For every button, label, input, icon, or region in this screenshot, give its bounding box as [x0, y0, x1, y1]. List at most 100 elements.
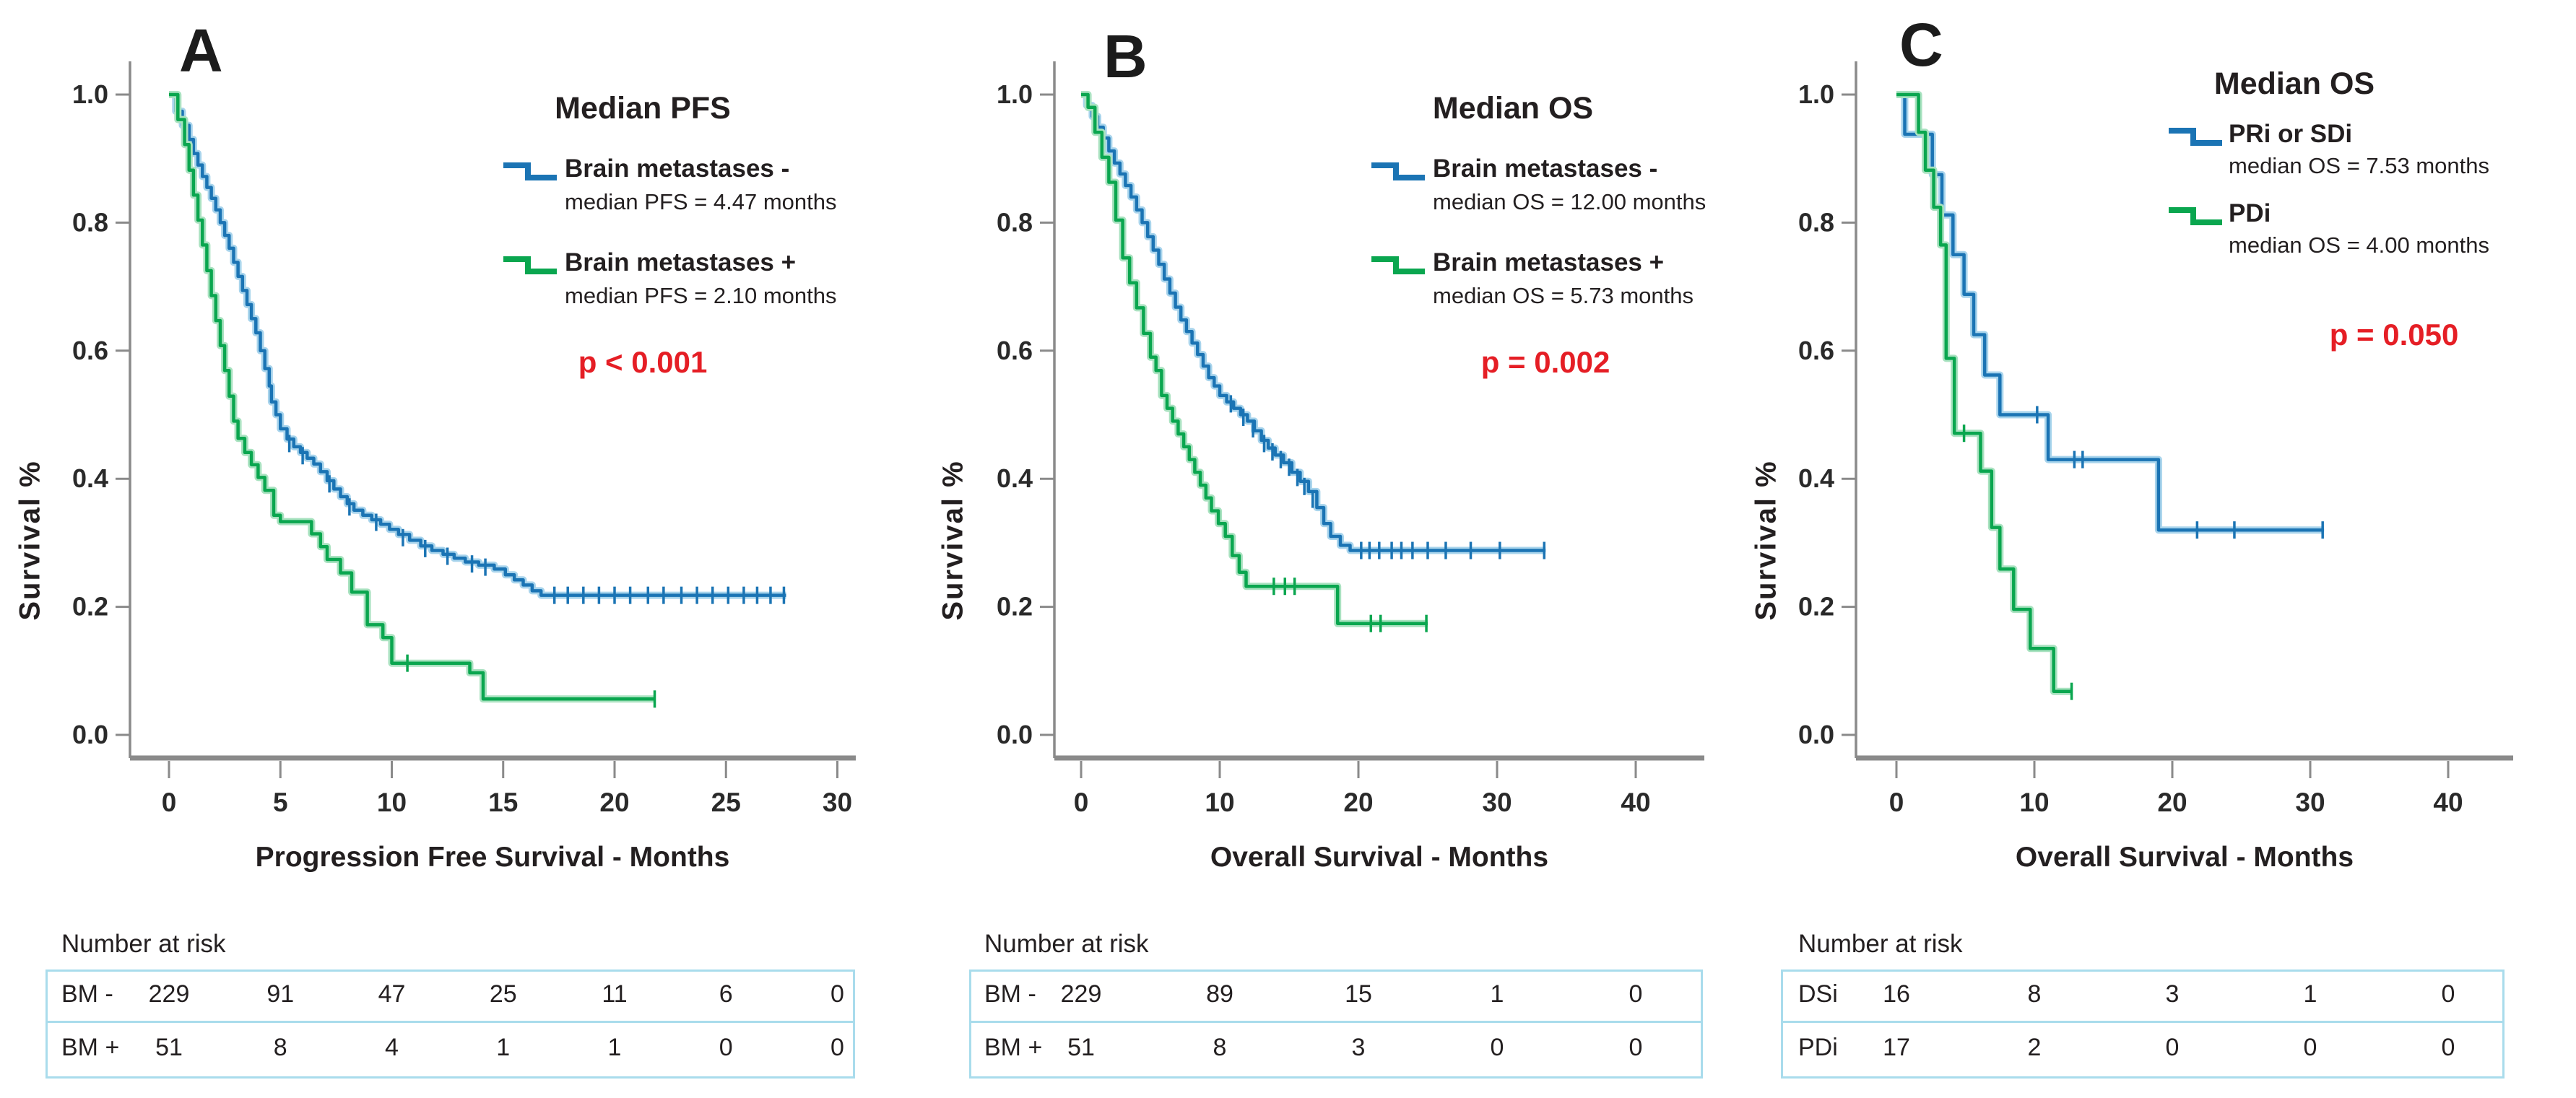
- risk-count: 4: [385, 1034, 399, 1061]
- panel-b-letter: B: [1103, 22, 1148, 90]
- risk-count: 8: [273, 1034, 287, 1061]
- risk-count: 1: [607, 1034, 622, 1061]
- y-tick-label: 0.2: [72, 592, 108, 622]
- risk-row-label: BM -: [61, 980, 113, 1008]
- risk-count: 0: [1490, 1034, 1504, 1061]
- risk-count: 6: [719, 980, 733, 1008]
- legend-series-label: Brain metastases -: [1433, 154, 1658, 183]
- legend-key-green-icon: [503, 256, 557, 274]
- risk-count: 0: [1629, 1034, 1643, 1061]
- legend-series-label: Brain metastases +: [1433, 248, 1665, 276]
- risk-count: 8: [1213, 1034, 1227, 1061]
- km-curve-brain-metastases--: [1081, 91, 1546, 559]
- risk-count: 11: [602, 980, 628, 1008]
- risk-count: 51: [1067, 1034, 1095, 1061]
- y-tick-label: 0.8: [72, 207, 108, 237]
- km-curve-brain-metastases-+: [1081, 91, 1428, 632]
- risk-count: 0: [719, 1034, 733, 1061]
- legend-key-green-icon: [1371, 256, 1425, 274]
- risk-row-box: [1781, 970, 2505, 1023]
- risk-row-box: [1781, 1021, 2505, 1079]
- x-tick-label: 0: [1074, 788, 1089, 817]
- p-value-panel-a: p < 0.001: [578, 345, 708, 379]
- risk-count: 0: [831, 980, 844, 1008]
- axes-panel-A: 1.0 0.8 0.6 0.4 0.2 0.0 0 5 10 15 20 25 30: [72, 61, 856, 817]
- x-axis-title-panel-a: Progression Free Survival - Months: [255, 842, 730, 873]
- legend-series-median: median OS = 4.00 months: [2229, 232, 2490, 258]
- y-tick-label: 0.0: [997, 720, 1033, 749]
- p-value-panel-c: p = 0.050: [2329, 318, 2459, 352]
- risk-count: 229: [148, 980, 190, 1008]
- legend-series-median: median PFS = 4.47 months: [565, 189, 837, 214]
- risk-row-label: BM +: [984, 1034, 1043, 1061]
- legend-title-panel-a: Median PFS: [555, 91, 731, 126]
- risk-row-label: BM +: [61, 1034, 120, 1061]
- y-axis-title-panel-b: Survival %: [937, 460, 969, 621]
- legend-series-label: Brain metastases +: [565, 248, 797, 276]
- x-tick-label: 30: [2295, 788, 2325, 817]
- legend-series-median: median OS = 12.00 months: [1433, 189, 1707, 214]
- y-tick-label: 1.0: [72, 79, 108, 109]
- x-tick-label: 20: [599, 788, 629, 817]
- axes-panel-B: 1.0 0.8 0.6 0.4 0.2 0.0 0 10 20 30 40: [997, 61, 1704, 817]
- risk-count: 47: [378, 980, 406, 1008]
- risk-count: 229: [1060, 980, 1102, 1008]
- risk-count: 2: [2027, 1034, 2042, 1061]
- x-axis-title-panel-b: Overall Survival - Months: [1210, 842, 1549, 873]
- risk-count: 16: [1883, 980, 1910, 1008]
- y-tick-label: 0.4: [1798, 463, 1834, 493]
- risk-count: 3: [2165, 980, 2180, 1008]
- risk-count: 17: [1883, 1034, 1910, 1061]
- number-at-risk-title: Number at risk: [984, 930, 1149, 958]
- km-curve-brain-metastases--: [169, 91, 786, 604]
- x-tick-label: 25: [711, 788, 741, 817]
- risk-count: 3: [1351, 1034, 1366, 1061]
- risk-count: 15: [1345, 980, 1372, 1008]
- risk-count: 0: [831, 1034, 844, 1061]
- y-tick-label: 0.4: [997, 463, 1033, 493]
- p-value-panel-b: p = 0.002: [1480, 345, 1610, 379]
- x-axis-title-panel-c: Overall Survival - Months: [2015, 842, 2354, 873]
- legend-key-blue-icon: [2169, 128, 2222, 146]
- legend-series-median: median OS = 5.73 months: [1433, 283, 1694, 308]
- risk-count: 0: [2165, 1034, 2180, 1061]
- x-tick-label: 30: [823, 788, 852, 817]
- risk-row-box: [45, 1021, 855, 1079]
- y-axis-title-panel-c: Survival %: [1750, 460, 1782, 621]
- x-tick-label: 10: [2019, 788, 2049, 817]
- risk-count: 0: [2303, 1034, 2317, 1061]
- panel-c-letter: C: [1899, 11, 1943, 79]
- axes-panel-C: 1.0 0.8 0.6 0.4 0.2 0.0 0 10 20 30 40: [1798, 61, 2513, 817]
- legend-series-label: PDi: [2229, 199, 2271, 227]
- x-tick-label: 20: [2157, 788, 2187, 817]
- x-tick-label: 30: [1482, 788, 1512, 817]
- legend-title-panel-b: Median OS: [1432, 91, 1594, 126]
- risk-row-box: [969, 970, 1703, 1023]
- risk-count: 25: [489, 980, 517, 1008]
- x-tick-label: 0: [162, 788, 177, 817]
- x-tick-label: 20: [1343, 788, 1373, 817]
- y-tick-label: 0.6: [72, 336, 108, 365]
- risk-row-label: DSi: [1798, 980, 1838, 1008]
- x-tick-label: 40: [2433, 788, 2463, 817]
- risk-count: 1: [2303, 980, 2317, 1008]
- y-tick-label: 0.0: [72, 720, 108, 749]
- legend-key-blue-icon: [503, 162, 557, 180]
- risk-row-label: BM -: [984, 980, 1036, 1008]
- risk-count: 0: [2441, 1034, 2455, 1061]
- risk-count: 1: [1490, 980, 1504, 1008]
- y-tick-label: 0.2: [997, 592, 1033, 622]
- risk-row-box: [969, 1021, 1703, 1079]
- risk-count: 0: [2441, 980, 2455, 1008]
- legend-series-median: median OS = 7.53 months: [2229, 153, 2490, 178]
- y-tick-label: 0.8: [997, 207, 1033, 237]
- x-tick-label: 10: [377, 788, 407, 817]
- y-tick-label: 0.4: [72, 463, 108, 493]
- y-tick-label: 0.6: [1798, 336, 1834, 365]
- number-at-risk-title: Number at risk: [1798, 930, 1963, 958]
- risk-count: 89: [1206, 980, 1233, 1008]
- y-tick-label: 0.8: [1798, 207, 1834, 237]
- risk-row-label: PDi: [1798, 1034, 1838, 1061]
